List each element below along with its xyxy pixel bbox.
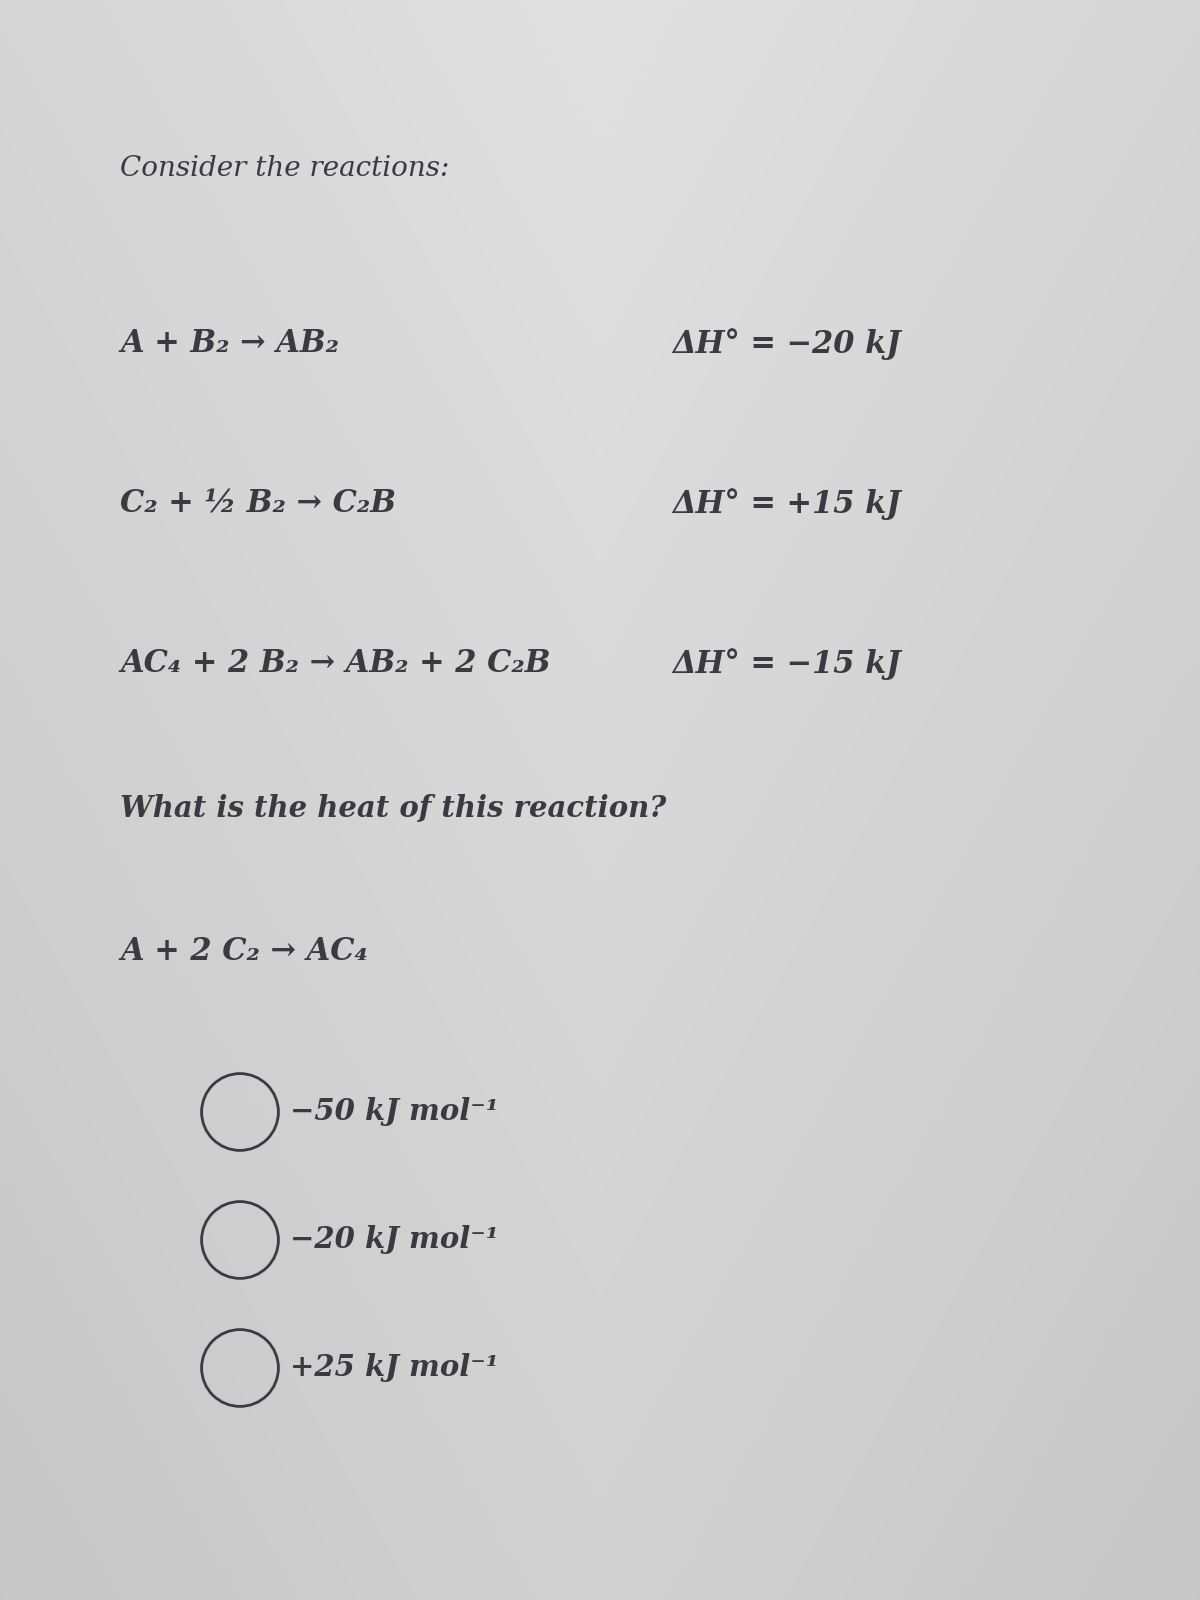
Text: ΔH° = +15 kJ: ΔH° = +15 kJ	[672, 488, 901, 520]
Text: ΔH° = −15 kJ: ΔH° = −15 kJ	[672, 648, 901, 680]
Text: Consider the reactions:: Consider the reactions:	[120, 155, 449, 181]
Text: A + 2 C₂ → AC₄: A + 2 C₂ → AC₄	[120, 936, 368, 968]
Text: ΔH° = −20 kJ: ΔH° = −20 kJ	[672, 328, 901, 360]
Text: −20 kJ mol⁻¹: −20 kJ mol⁻¹	[290, 1226, 499, 1254]
Text: −50 kJ mol⁻¹: −50 kJ mol⁻¹	[290, 1098, 499, 1126]
Text: A + B₂ → AB₂: A + B₂ → AB₂	[120, 328, 340, 360]
Text: AC₄ + 2 B₂ → AB₂ + 2 C₂B: AC₄ + 2 B₂ → AB₂ + 2 C₂B	[120, 648, 551, 680]
Text: +25 kJ mol⁻¹: +25 kJ mol⁻¹	[290, 1354, 499, 1382]
Text: C₂ + ½ B₂ → C₂B: C₂ + ½ B₂ → C₂B	[120, 488, 396, 520]
Text: What is the heat of this reaction?: What is the heat of this reaction?	[120, 794, 666, 822]
